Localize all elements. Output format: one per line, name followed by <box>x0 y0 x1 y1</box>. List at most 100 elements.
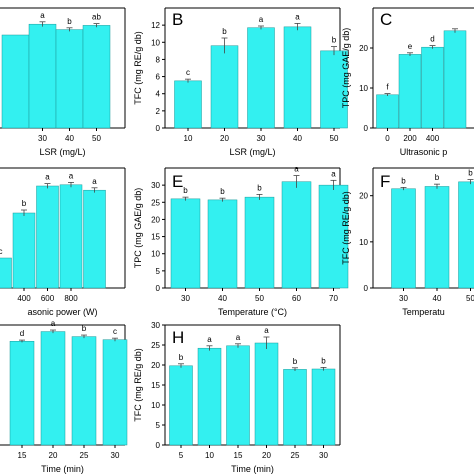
panel-h: 0 5 10 15 20 25 30 b 5 a 10 a 15 a 20 b 25 b 30 Time (min) T… <box>133 321 341 474</box>
bar-letter-label: c <box>113 327 117 336</box>
bar-letter-label: b <box>67 17 72 26</box>
bar-letter-label: b <box>332 36 337 45</box>
y-tick-label: 0 <box>364 124 369 133</box>
x-axis-label: Time (min) <box>41 464 84 474</box>
bar-letter-label: a <box>264 326 269 335</box>
bar <box>244 196 275 289</box>
x-tick-label: 30 <box>257 134 266 143</box>
y-tick-label: 10 <box>151 250 160 259</box>
panel-letter: E <box>172 172 183 191</box>
bar-letter-label: c <box>0 247 3 256</box>
panel-f: 0 10 20 b 30 b 40 b 50 Temperatu TFC (mg RE/g db) F <box>341 167 474 317</box>
x-tick-label: 25 <box>291 451 300 460</box>
bar-letter-label: d <box>20 329 24 338</box>
bar <box>40 331 66 446</box>
panel-d: c b 400 a 600 a 800 a asonic power (W) <box>0 167 126 317</box>
bar-letter-label: a <box>40 11 45 20</box>
y-tick-label: 0 <box>156 124 161 133</box>
bar <box>254 342 279 446</box>
bar-letter-label: b <box>82 324 87 333</box>
y-tick-label: 20 <box>151 361 160 370</box>
panel-letter: B <box>172 10 183 29</box>
x-tick-label: 40 <box>65 134 74 143</box>
x-tick-label: 40 <box>218 294 227 303</box>
y-tick-label: 25 <box>151 341 160 350</box>
bar <box>28 23 57 129</box>
x-axis-label: Temperature (°C) <box>218 307 287 317</box>
bar <box>1 34 30 129</box>
bar <box>283 26 312 129</box>
y-tick-label: 0 <box>156 284 161 293</box>
x-axis-label: Temperatu <box>402 307 445 317</box>
bar <box>391 188 416 289</box>
bar-letter-label: a <box>51 319 56 328</box>
x-tick-label: 50 <box>466 294 474 303</box>
y-axis-label: TPC (mg GAE/g db) <box>341 28 351 109</box>
bar-letter-label: b <box>435 173 440 182</box>
bar <box>59 184 83 289</box>
bar-letter-label: a <box>45 173 50 182</box>
x-tick-label: 20 <box>262 451 271 460</box>
bar <box>174 80 202 129</box>
x-tick-label: 15 <box>234 451 243 460</box>
bar-letter-label: a <box>259 15 264 24</box>
x-tick-label: 20 <box>49 451 58 460</box>
x-tick-label: 600 <box>41 294 55 303</box>
bar <box>207 199 238 289</box>
y-tick-label: 8 <box>156 55 161 64</box>
bar <box>421 46 444 129</box>
x-tick-label: 10 <box>205 451 214 460</box>
bar-letter-label: b <box>468 169 473 178</box>
bar-letter-label: b <box>401 176 406 185</box>
bar <box>398 54 422 129</box>
bar <box>9 341 35 446</box>
x-tick-label: 50 <box>330 134 339 143</box>
y-tick-label: 20 <box>151 215 160 224</box>
bar <box>82 25 111 129</box>
x-axis-label: LSR (mg/L) <box>39 147 85 157</box>
bar-letter-label: b <box>179 353 184 362</box>
bar-letter-label: b <box>183 186 188 195</box>
bar-letter-label: b <box>257 183 262 192</box>
y-tick-label: 15 <box>151 381 160 390</box>
bar <box>55 29 84 129</box>
y-tick-label: 30 <box>151 181 160 190</box>
y-axis-label: TFC (mg RE/g db) <box>133 348 143 422</box>
y-tick-label: 5 <box>156 267 161 276</box>
x-tick-label: 70 <box>329 294 338 303</box>
y-tick-label: 0 <box>156 441 161 450</box>
bar-letter-label: b <box>222 27 227 36</box>
bar <box>36 185 59 289</box>
bar-letter-label: ab <box>92 13 101 22</box>
bar-letter-label: b <box>22 199 27 208</box>
y-axis-label: TFC (mg RE/g db) <box>133 31 143 105</box>
bar-letter-label: b <box>293 357 298 366</box>
x-axis-label: Time (min) <box>231 464 274 474</box>
y-tick-label: 10 <box>151 38 160 47</box>
bar-letter-label: a <box>295 12 300 21</box>
y-tick-label: 12 <box>151 21 160 30</box>
x-tick-label: 0 <box>385 134 390 143</box>
bar-letter-label: b <box>321 356 326 365</box>
bar-letter-label: a <box>294 165 299 174</box>
bar <box>247 27 275 129</box>
bar <box>376 94 399 129</box>
bar-letter-label: a <box>331 169 336 178</box>
y-axis-label: TFC (mg RE/g db) <box>341 191 351 265</box>
bar-letter-label: b <box>220 187 225 196</box>
x-axis-label: LSR (mg/L) <box>229 147 275 157</box>
x-tick-label: 50 <box>255 294 264 303</box>
y-tick-label: 20 <box>359 192 368 201</box>
x-tick-label: 40 <box>433 294 442 303</box>
y-tick-label: 10 <box>359 238 368 247</box>
y-tick-label: 30 <box>151 321 160 330</box>
bar <box>197 347 222 446</box>
y-tick-label: 6 <box>156 73 161 82</box>
panel-letter: C <box>380 10 392 29</box>
bar-letter-label: c <box>186 68 190 77</box>
x-tick-label: 60 <box>292 294 301 303</box>
x-tick-label: 800 <box>64 294 78 303</box>
y-tick-label: 25 <box>151 198 160 207</box>
y-tick-label: 10 <box>359 84 368 93</box>
bar <box>424 186 450 289</box>
